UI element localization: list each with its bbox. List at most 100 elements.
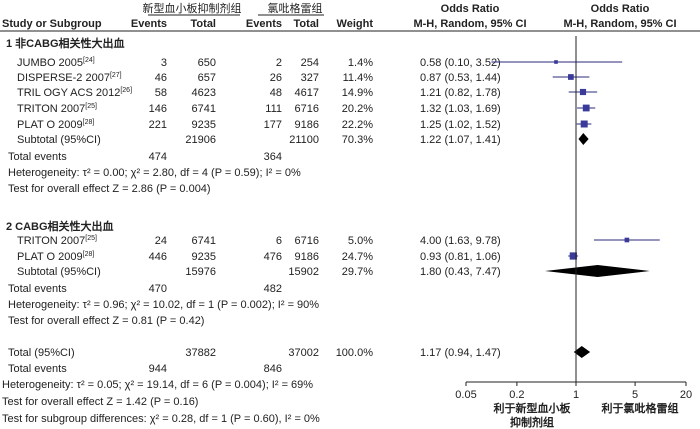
subtotal-label: Subtotal (95%CI) xyxy=(17,266,101,278)
subtotal-diamond xyxy=(545,265,650,277)
subtotal-or-ci: 1.22 (1.07, 1.41) xyxy=(420,134,501,146)
x-tick-label: 1 xyxy=(573,389,579,401)
or-ci-cell: 4.00 (1.63, 9.78) xyxy=(420,235,501,247)
subgroup-title: 1 非CABG相关性大出血 xyxy=(6,36,125,50)
heterogeneity-text: Heterogeneity: τ² = 0.96; χ² = 10.02, df… xyxy=(8,299,319,311)
events1-header: Events xyxy=(131,18,167,30)
events2-header: Events xyxy=(246,18,282,30)
x-tick-label: 20 xyxy=(680,389,692,401)
events2-cell: 6 xyxy=(276,235,282,247)
total-events1: 470 xyxy=(149,283,167,295)
overall-effect-text: Test for overall effect Z = 0.81 (P = 0.… xyxy=(8,315,204,327)
total1-cell: 6741 xyxy=(192,235,216,247)
or-ci-cell: 1.32 (1.03, 1.69) xyxy=(420,103,501,115)
or-method-left: M-H, Random, 95% CI xyxy=(413,18,526,30)
weight-cell: 14.9% xyxy=(342,87,373,99)
events1-cell: 146 xyxy=(149,103,167,115)
study-name: TRITON 2007[25] xyxy=(17,103,97,115)
study-ref: [25] xyxy=(85,103,97,110)
weight-cell: 22.2% xyxy=(342,119,373,131)
table-header: 新型血小板抑制剂组 氯吡格雷组 Odds Ratio Odds Ratio St… xyxy=(0,1,700,32)
events2-cell: 177 xyxy=(264,119,282,131)
events1-cell: 46 xyxy=(155,72,167,84)
weight-cell: 11.4% xyxy=(343,72,374,84)
study-name: DISPERSE-2 2007[27] xyxy=(17,72,122,84)
total1-header: Total xyxy=(191,18,216,30)
point-estimate xyxy=(624,237,630,243)
events1-cell: 3 xyxy=(161,57,167,69)
total2-cell: 9186 xyxy=(295,119,319,131)
events2-cell: 476 xyxy=(264,251,282,263)
x-left-label-line1: 利于新型血小板 xyxy=(494,401,572,415)
subgroup-differences: Test for subgroup differences: χ² = 0.28… xyxy=(2,413,320,425)
weight-cell: 20.2% xyxy=(342,103,373,115)
or-title-right: Odds Ratio xyxy=(591,3,650,15)
events1-cell: 221 xyxy=(149,119,167,131)
events2-cell: 26 xyxy=(270,72,282,84)
weight-header: Weight xyxy=(337,18,374,30)
grand-total2: 37002 xyxy=(288,347,319,359)
total2-cell: 6716 xyxy=(295,103,319,115)
events2-cell: 48 xyxy=(270,87,282,99)
grand-total1: 37882 xyxy=(185,347,216,359)
total-events2: 482 xyxy=(264,283,282,295)
grand-or-ci: 1.17 (0.94, 1.47) xyxy=(420,347,501,359)
subtotal-total2: 15902 xyxy=(288,266,319,278)
study-name: TRIL OGY ACS 2012[26] xyxy=(17,87,132,99)
total2-cell: 254 xyxy=(301,57,319,69)
total2-cell: 327 xyxy=(301,72,319,84)
subtotal-total2: 21100 xyxy=(289,134,319,146)
total-events-label: Total events xyxy=(8,283,67,295)
or-method-right: M-H, Random, 95% CI xyxy=(563,18,676,30)
point-estimate xyxy=(569,252,577,260)
weight-cell: 5.0% xyxy=(348,235,373,247)
x-tick-label: 5 xyxy=(632,389,638,401)
table-rows: 1 非CABG相关性大出血 JUMBO 2005[24] 3 650 2 254 1.4% 0… xyxy=(2,36,501,425)
x-tick-label: 0.05 xyxy=(455,389,476,401)
point-estimate xyxy=(579,88,587,96)
study-ref: [24] xyxy=(83,57,95,64)
grand-events2: 846 xyxy=(264,363,282,375)
events1-cell: 24 xyxy=(155,235,167,247)
point-estimate xyxy=(568,74,574,80)
events1-cell: 446 xyxy=(149,251,167,263)
point-estimate xyxy=(554,60,558,64)
study-ref: [28] xyxy=(83,251,95,258)
study-column-header: Study or Subgroup xyxy=(2,18,102,30)
or-ci-cell: 0.93 (0.81, 1.06) xyxy=(420,251,501,263)
total1-cell: 650 xyxy=(198,57,216,69)
study-name: PLAT O 2009[28] xyxy=(17,119,94,131)
subtotal-diamond xyxy=(578,133,589,145)
total1-cell: 4623 xyxy=(192,87,216,99)
total1-cell: 9235 xyxy=(192,251,216,263)
subtotal-or-ci: 1.80 (0.43, 7.47) xyxy=(420,266,501,278)
study-ref: [27] xyxy=(110,72,122,79)
total-events-label: Total events xyxy=(8,151,67,163)
or-ci-cell: 0.87 (0.53, 1.44) xyxy=(420,72,501,84)
overall-effect-text: Test for overall effect Z = 2.86 (P = 0.… xyxy=(8,183,211,195)
or-title-left: Odds Ratio xyxy=(441,3,500,15)
total-diamond xyxy=(573,346,591,358)
study-ref: [26] xyxy=(120,87,132,94)
group2-header: 氯吡格雷组 xyxy=(268,1,323,15)
total2-cell: 4617 xyxy=(295,87,319,99)
or-ci-cell: 1.25 (1.02, 1.52) xyxy=(420,119,501,131)
total1-cell: 657 xyxy=(198,72,216,84)
study-name: TRITON 2007[25] xyxy=(17,235,97,247)
total-label: Total (95%CI) xyxy=(8,347,75,359)
group1-header: 新型血小板抑制剂组 xyxy=(143,1,242,15)
subtotal-total1: 15976 xyxy=(185,266,216,278)
subgroup-title: 2 CABG相关性大出血 xyxy=(6,219,114,233)
point-estimate xyxy=(580,120,588,128)
total1-cell: 9235 xyxy=(192,119,216,131)
total-events1: 474 xyxy=(149,151,167,163)
grand-events-label: Total events xyxy=(8,363,67,375)
total1-cell: 6741 xyxy=(192,103,216,115)
weight-cell: 24.7% xyxy=(342,251,373,263)
events2-cell: 2 xyxy=(276,57,282,69)
x-right-label: 利于氯吡格雷组 xyxy=(602,401,679,415)
total-events2: 364 xyxy=(264,151,282,163)
grand-overall-effect: Test for overall effect Z = 1.42 (P = 0.… xyxy=(2,396,198,408)
